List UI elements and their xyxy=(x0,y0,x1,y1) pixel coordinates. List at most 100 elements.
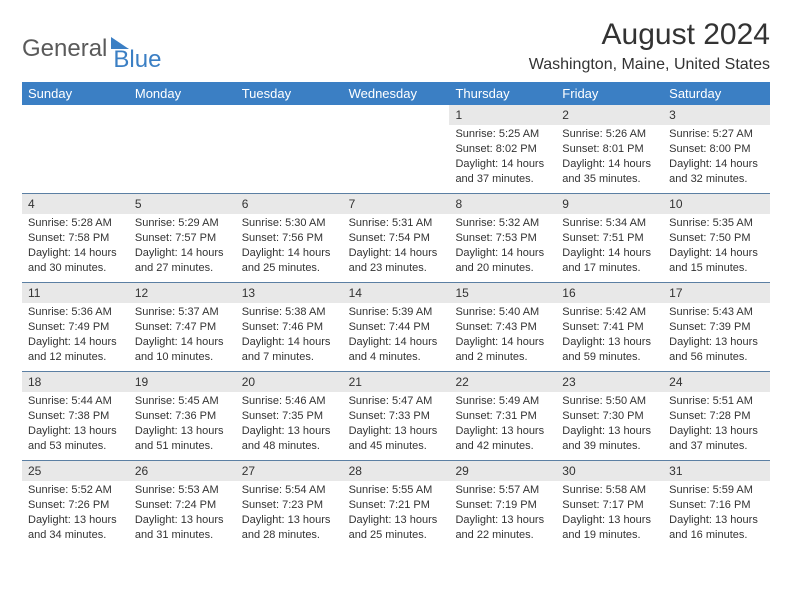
sunset-text: Sunset: 8:01 PM xyxy=(562,142,657,157)
sunrise-text: Sunrise: 5:29 AM xyxy=(135,216,230,231)
sunset-text: Sunset: 7:23 PM xyxy=(242,498,337,513)
day-cell xyxy=(236,105,343,193)
day-cell: 3Sunrise: 5:27 AMSunset: 8:00 PMDaylight… xyxy=(663,105,770,193)
sunrise-text: Sunrise: 5:26 AM xyxy=(562,127,657,142)
sunset-text: Sunset: 7:36 PM xyxy=(135,409,230,424)
day-number: 22 xyxy=(449,372,556,392)
day-number: 13 xyxy=(236,283,343,303)
sunset-text: Sunset: 8:00 PM xyxy=(669,142,764,157)
day-number: 21 xyxy=(343,372,450,392)
sunset-text: Sunset: 7:39 PM xyxy=(669,320,764,335)
day-cell xyxy=(129,105,236,193)
title-block: August 2024 Washington, Maine, United St… xyxy=(529,18,770,74)
logo-text-general: General xyxy=(22,35,107,63)
day-details: Sunrise: 5:39 AMSunset: 7:44 PMDaylight:… xyxy=(343,303,450,370)
daylight-text: Daylight: 13 hours and 28 minutes. xyxy=(242,513,337,543)
day-number: 17 xyxy=(663,283,770,303)
day-details: Sunrise: 5:51 AMSunset: 7:28 PMDaylight:… xyxy=(663,392,770,459)
calendar: Sunday Monday Tuesday Wednesday Thursday… xyxy=(22,82,770,549)
sunset-text: Sunset: 7:54 PM xyxy=(349,231,444,246)
day-number: 23 xyxy=(556,372,663,392)
day-number: 7 xyxy=(343,194,450,214)
weekday-header: Saturday xyxy=(663,82,770,105)
day-details: Sunrise: 5:25 AMSunset: 8:02 PMDaylight:… xyxy=(449,125,556,192)
day-details: Sunrise: 5:50 AMSunset: 7:30 PMDaylight:… xyxy=(556,392,663,459)
day-details: Sunrise: 5:43 AMSunset: 7:39 PMDaylight:… xyxy=(663,303,770,370)
day-details: Sunrise: 5:54 AMSunset: 7:23 PMDaylight:… xyxy=(236,481,343,548)
day-cell: 29Sunrise: 5:57 AMSunset: 7:19 PMDayligh… xyxy=(449,461,556,549)
sunrise-text: Sunrise: 5:58 AM xyxy=(562,483,657,498)
sunrise-text: Sunrise: 5:45 AM xyxy=(135,394,230,409)
day-details: Sunrise: 5:32 AMSunset: 7:53 PMDaylight:… xyxy=(449,214,556,281)
day-number: 1 xyxy=(449,105,556,125)
sunset-text: Sunset: 7:30 PM xyxy=(562,409,657,424)
sunrise-text: Sunrise: 5:36 AM xyxy=(28,305,123,320)
sunrise-text: Sunrise: 5:27 AM xyxy=(669,127,764,142)
sunrise-text: Sunrise: 5:55 AM xyxy=(349,483,444,498)
weekday-header: Tuesday xyxy=(236,82,343,105)
week-row: 25Sunrise: 5:52 AMSunset: 7:26 PMDayligh… xyxy=(22,460,770,549)
daylight-text: Daylight: 14 hours and 20 minutes. xyxy=(455,246,550,276)
sunset-text: Sunset: 7:19 PM xyxy=(455,498,550,513)
day-number: 2 xyxy=(556,105,663,125)
day-number: 15 xyxy=(449,283,556,303)
daylight-text: Daylight: 14 hours and 4 minutes. xyxy=(349,335,444,365)
day-number: 6 xyxy=(236,194,343,214)
weekday-header: Friday xyxy=(556,82,663,105)
day-number: 29 xyxy=(449,461,556,481)
daylight-text: Daylight: 14 hours and 37 minutes. xyxy=(455,157,550,187)
logo-triangle-icon xyxy=(111,37,129,49)
sunset-text: Sunset: 7:43 PM xyxy=(455,320,550,335)
sunset-text: Sunset: 7:28 PM xyxy=(669,409,764,424)
sunrise-text: Sunrise: 5:25 AM xyxy=(455,127,550,142)
daylight-text: Daylight: 13 hours and 59 minutes. xyxy=(562,335,657,365)
day-details: Sunrise: 5:58 AMSunset: 7:17 PMDaylight:… xyxy=(556,481,663,548)
sunrise-text: Sunrise: 5:28 AM xyxy=(28,216,123,231)
page-header: General Blue August 2024 Washington, Mai… xyxy=(22,18,770,74)
day-cell: 27Sunrise: 5:54 AMSunset: 7:23 PMDayligh… xyxy=(236,461,343,549)
day-cell: 5 Sunrise: 5:29 AMSunset: 7:57 PMDaylight… xyxy=(129,194,236,282)
day-cell: 6Sunrise: 5:30 AMSunset: 7:56 PMDaylight… xyxy=(236,194,343,282)
sunset-text: Sunset: 7:47 PM xyxy=(135,320,230,335)
day-number xyxy=(236,105,343,125)
daylight-text: Daylight: 13 hours and 25 minutes. xyxy=(349,513,444,543)
sunrise-text: Sunrise: 5:40 AM xyxy=(455,305,550,320)
sunrise-text: Sunrise: 5:35 AM xyxy=(669,216,764,231)
day-cell: 25Sunrise: 5:52 AMSunset: 7:26 PMDayligh… xyxy=(22,461,129,549)
day-number: 28 xyxy=(343,461,450,481)
sunset-text: Sunset: 8:02 PM xyxy=(455,142,550,157)
weekday-header: Thursday xyxy=(449,82,556,105)
sunrise-text: Sunrise: 5:31 AM xyxy=(349,216,444,231)
sunset-text: Sunset: 7:33 PM xyxy=(349,409,444,424)
day-details: Sunrise: 5:49 AMSunset: 7:31 PMDaylight:… xyxy=(449,392,556,459)
day-cell: 24Sunrise: 5:51 AMSunset: 7:28 PMDayligh… xyxy=(663,372,770,460)
day-cell: 17Sunrise: 5:43 AMSunset: 7:39 PMDayligh… xyxy=(663,283,770,371)
daylight-text: Daylight: 13 hours and 39 minutes. xyxy=(562,424,657,454)
day-number: 24 xyxy=(663,372,770,392)
day-details: Sunrise: 5:34 AMSunset: 7:51 PMDaylight:… xyxy=(556,214,663,281)
sunrise-text: Sunrise: 5:43 AM xyxy=(669,305,764,320)
weekday-header: Sunday xyxy=(22,82,129,105)
day-details: Sunrise: 5:37 AMSunset: 7:47 PMDaylight:… xyxy=(129,303,236,370)
sunrise-text: Sunrise: 5:34 AM xyxy=(562,216,657,231)
daylight-text: Daylight: 14 hours and 17 minutes. xyxy=(562,246,657,276)
day-number: 10 xyxy=(663,194,770,214)
day-number: 25 xyxy=(22,461,129,481)
day-details: Sunrise: 5:44 AMSunset: 7:38 PMDaylight:… xyxy=(22,392,129,459)
day-number: 14 xyxy=(343,283,450,303)
sunset-text: Sunset: 7:17 PM xyxy=(562,498,657,513)
daylight-text: Daylight: 13 hours and 31 minutes. xyxy=(135,513,230,543)
sunset-text: Sunset: 7:56 PM xyxy=(242,231,337,246)
day-details: Sunrise: 5:55 AMSunset: 7:21 PMDaylight:… xyxy=(343,481,450,548)
day-number: 5 xyxy=(129,194,236,214)
day-details: Sunrise: 5:31 AMSunset: 7:54 PMDaylight:… xyxy=(343,214,450,281)
day-details: Sunrise: 5:57 AMSunset: 7:19 PMDaylight:… xyxy=(449,481,556,548)
day-cell: 19Sunrise: 5:45 AMSunset: 7:36 PMDayligh… xyxy=(129,372,236,460)
daylight-text: Daylight: 14 hours and 30 minutes. xyxy=(28,246,123,276)
sunset-text: Sunset: 7:57 PM xyxy=(135,231,230,246)
sunset-text: Sunset: 7:49 PM xyxy=(28,320,123,335)
day-number: 26 xyxy=(129,461,236,481)
sunset-text: Sunset: 7:41 PM xyxy=(562,320,657,335)
sunset-text: Sunset: 7:46 PM xyxy=(242,320,337,335)
daylight-text: Daylight: 14 hours and 27 minutes. xyxy=(135,246,230,276)
